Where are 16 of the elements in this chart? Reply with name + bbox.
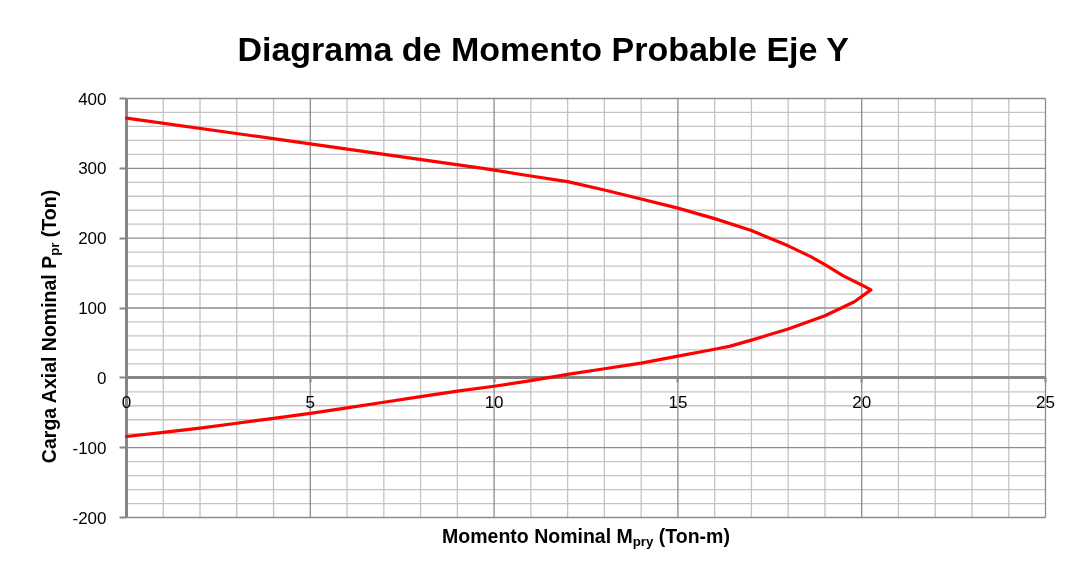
- line-series: [124, 116, 873, 439]
- y-tick-label: -200: [72, 508, 107, 528]
- y-tick-label: 300: [78, 159, 107, 179]
- y-tick-label: 0: [97, 368, 107, 388]
- x-tick-label: 10: [484, 392, 504, 412]
- x-tick-label: 15: [668, 392, 688, 412]
- x-tick-label: 5: [305, 392, 316, 412]
- y-tick-label: 400: [78, 89, 107, 109]
- x-tick-label: 25: [1036, 392, 1055, 412]
- y-tick-label: 100: [78, 299, 107, 318]
- x-tick-label: 20: [852, 392, 872, 412]
- y-tick-label: -100: [72, 438, 107, 458]
- chart-title: Diagrama de Momento Probable Eje Y: [237, 29, 850, 68]
- x-tick-label: 0: [121, 392, 132, 412]
- y-tick-label: 200: [78, 229, 107, 249]
- y-axis-title: Carga Axial Nominal Ppr (Ton): [37, 189, 63, 464]
